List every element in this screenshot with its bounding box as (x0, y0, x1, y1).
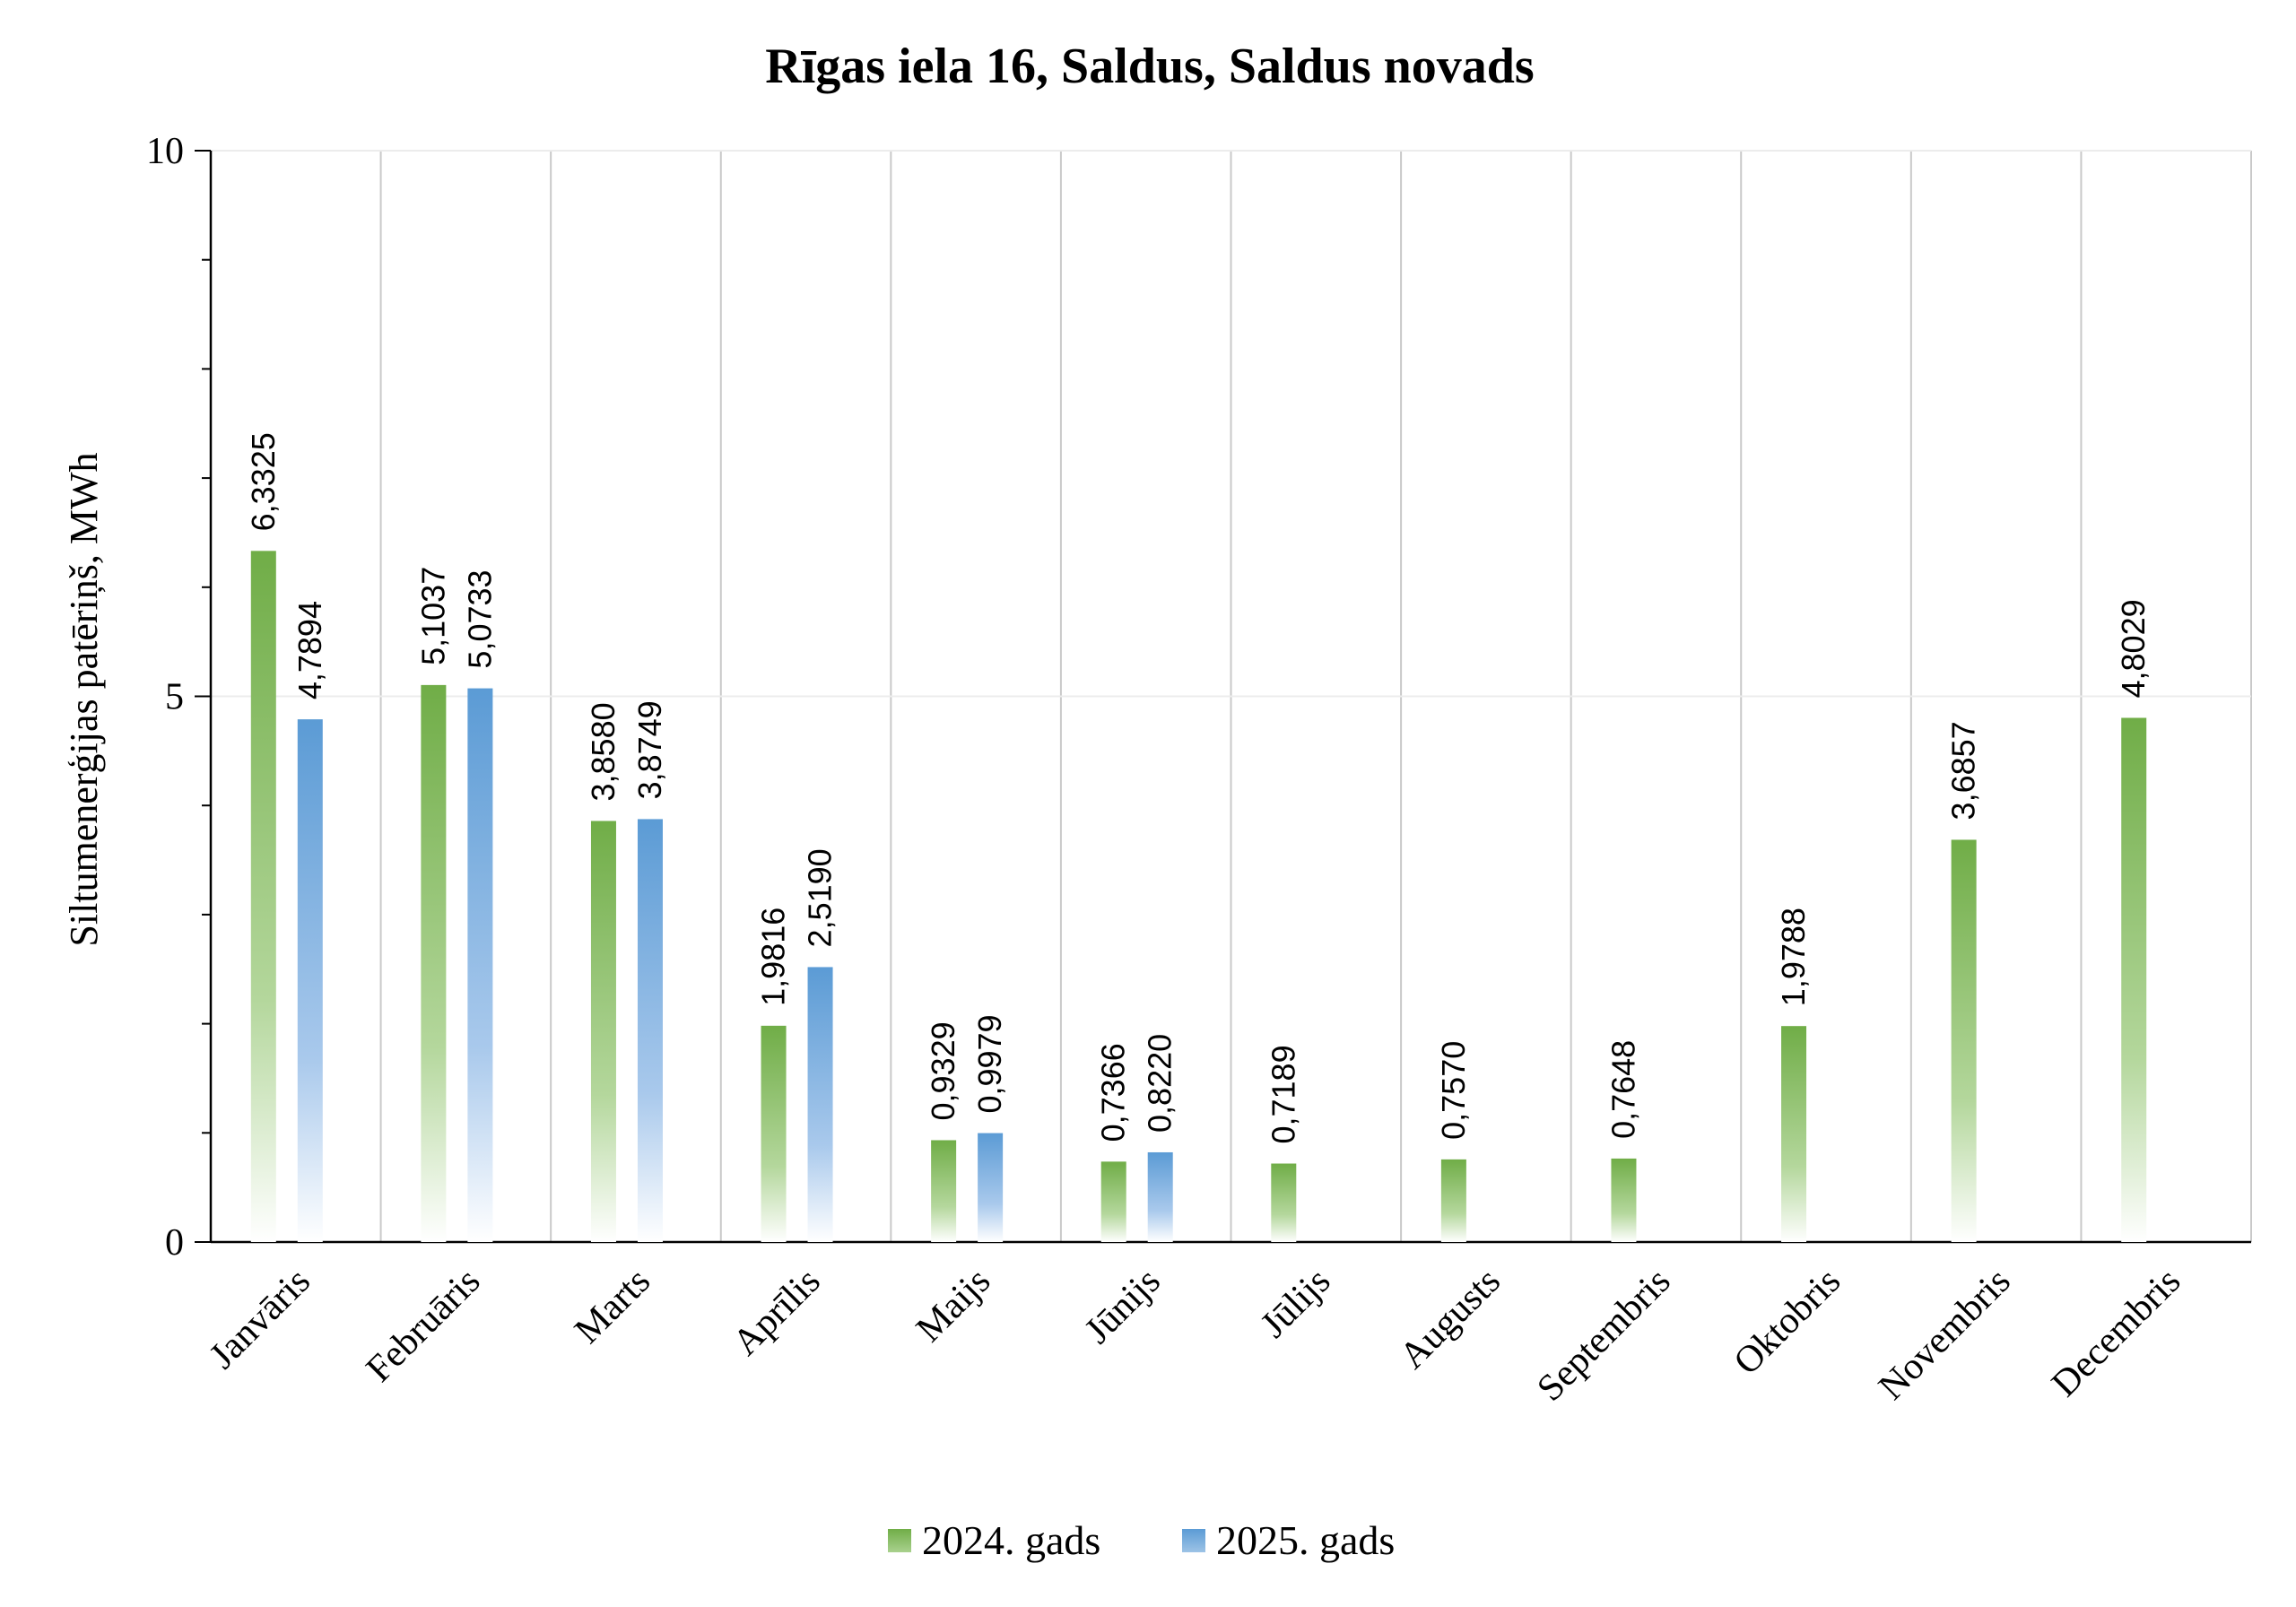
data-label: 0,7570 (1435, 1041, 1472, 1140)
x-category-label: Janvāris (202, 1261, 318, 1377)
x-category-label: Novembris (1871, 1261, 2019, 1409)
data-label: 3,6857 (1945, 721, 1982, 820)
y-tick-label: 0 (165, 1222, 184, 1264)
x-category-label: Jūnijs (1077, 1261, 1169, 1352)
bar-2024 (1611, 1158, 1637, 1242)
y-tick-labels: 0 5 10 (146, 131, 184, 1264)
bar-2024 (1440, 1159, 1466, 1242)
bar-2024 (2121, 717, 2147, 1242)
x-category-label: Marts (567, 1261, 658, 1352)
legend: 2024. gads 2025. gads (888, 1517, 1395, 1563)
data-label: 3,8580 (585, 702, 622, 801)
x-category-label: Septembris (1529, 1261, 1678, 1410)
x-category-label: Februāris (359, 1261, 489, 1391)
data-label: 3,8749 (631, 700, 668, 799)
legend-swatch-2024 (888, 1529, 911, 1552)
x-category-label: Jūlijs (1253, 1261, 1338, 1346)
data-label: 4,8029 (2115, 599, 2152, 698)
bar-2025 (467, 688, 493, 1242)
bar-2024 (590, 821, 616, 1242)
bar-2025 (978, 1133, 1004, 1242)
bar-2025 (637, 819, 663, 1242)
data-label: 1,9816 (755, 908, 792, 1006)
chart-title: Rīgas iela 16, Saldus, Saldus novads (765, 39, 1534, 94)
legend-swatch-2025 (1182, 1529, 1205, 1552)
bar-2024 (931, 1140, 957, 1242)
legend-label-2025: 2025. gads (1216, 1517, 1395, 1563)
data-label: 2,5190 (802, 848, 839, 947)
bar-2025 (1147, 1151, 1173, 1242)
data-label: 0,8220 (1142, 1034, 1178, 1133)
data-label: 5,1037 (414, 567, 451, 665)
data-label: 0,9329 (925, 1021, 961, 1120)
axes (195, 150, 2251, 1244)
y-axis-title: Siltumenerģijas patēriņš, MWh (62, 452, 106, 946)
x-category-label: Oktobris (1726, 1261, 1848, 1383)
y-tick-label: 10 (146, 131, 184, 172)
y-tick-label: 5 (165, 677, 184, 718)
bar-2024 (250, 551, 276, 1242)
x-category-label: Decembris (2044, 1261, 2188, 1405)
x-category-label: Aprīlis (726, 1261, 829, 1364)
bar-2024 (1951, 839, 1977, 1242)
bar-2024 (1781, 1026, 1807, 1242)
bar-2025 (807, 967, 833, 1242)
x-category-labels: Janvāris Februāris Marts Aprīlis Maijs Jūnijs… (202, 1261, 2188, 1410)
bars (250, 551, 2147, 1242)
bar-2024 (421, 684, 447, 1242)
bar-2024 (1271, 1163, 1297, 1242)
bar-2025 (297, 719, 323, 1242)
data-label: 5,0733 (461, 569, 498, 668)
data-label: 0,7648 (1605, 1040, 1641, 1139)
x-category-label: Maijs (909, 1261, 998, 1351)
data-label: 6,3325 (245, 432, 282, 531)
data-label: 0,7189 (1265, 1045, 1301, 1143)
data-label: 0,9979 (971, 1014, 1008, 1113)
data-label: 0,7366 (1095, 1043, 1132, 1142)
bar-2024 (1100, 1161, 1126, 1242)
gridlines (211, 150, 2252, 1242)
data-labels: 6,3325 4,7894 5,1037 5,0733 3,8580 3,8749 1,98… (245, 432, 2152, 1143)
bar-2024 (761, 1025, 787, 1242)
legend-label-2024: 2024. gads (922, 1517, 1100, 1563)
data-label: 1,9788 (1775, 908, 1812, 1006)
data-label: 4,7894 (291, 601, 328, 699)
x-category-label: Augusts (1392, 1261, 1509, 1377)
